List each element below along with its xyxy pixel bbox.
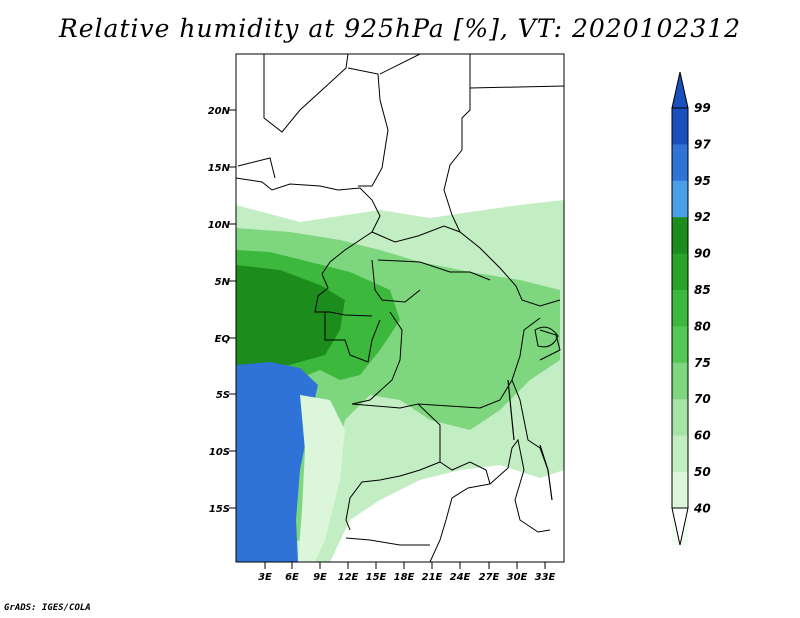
latitude-axis: 20N 15N 10N 5N EQ 5S 10S 15S — [208, 106, 236, 515]
colorbar-segment-97 — [672, 144, 688, 182]
colorbar-segment-95 — [672, 180, 688, 218]
colorbar-label-80: 80 — [694, 319, 711, 333]
lat-label-5n: 5N — [215, 277, 231, 288]
lon-label-6e: 6E — [285, 572, 299, 583]
lat-label-20n: 20N — [208, 106, 231, 117]
lon-label-18e: 18E — [394, 572, 415, 583]
colorbar-segment-99 — [672, 108, 688, 145]
lon-label-12e: 12E — [338, 572, 359, 583]
colorbar-label-97: 97 — [694, 137, 711, 151]
colorbar-label-99: 99 — [694, 101, 711, 115]
lat-label-10s: 10S — [209, 447, 230, 458]
lon-label-27e: 27E — [479, 572, 500, 583]
colorbar-segment-85 — [672, 290, 688, 327]
colorbar-segment-92 — [672, 217, 688, 255]
colorbar-label-60: 60 — [694, 429, 711, 443]
colorbar-label-75: 75 — [694, 356, 711, 370]
colorbar-label-92: 92 — [694, 210, 711, 224]
lat-label-15n: 15N — [208, 163, 231, 174]
colorbar-segments — [672, 108, 688, 546]
colorbar-segment-75 — [672, 362, 688, 400]
colorbar-segment-80 — [672, 326, 688, 364]
colorbar-label-50: 50 — [694, 465, 711, 479]
colorbar-label-70: 70 — [694, 392, 711, 406]
map-title: Relative humidity at 925hPa [%], VT: 202… — [58, 14, 742, 43]
lon-label-9e: 9E — [313, 572, 327, 583]
lon-label-30e: 30E — [507, 572, 528, 583]
colorbar-segment-90 — [672, 253, 688, 291]
longitude-axis: 3E 6E 9E 12E 15E 18E 21E 24E 27E 30E 33E — [258, 562, 556, 583]
colorbar-label-40: 40 — [693, 501, 711, 515]
lat-label-10n: 10N — [208, 220, 231, 231]
colorbar-segment-60 — [672, 435, 688, 473]
lon-label-24e: 24E — [450, 572, 471, 583]
humidity-97-ocean-region — [236, 362, 318, 562]
lat-label-5s: 5S — [216, 390, 230, 401]
country-borders — [236, 54, 564, 562]
grads-credit: GrADS: IGES/COLA — [4, 603, 91, 613]
humidity-90-region — [236, 265, 345, 372]
colorbar-labels: 99 97 95 92 90 85 80 75 70 60 50 40 — [693, 101, 711, 515]
colorbar-label-95: 95 — [694, 174, 711, 188]
lake-tanganyika — [507, 379, 515, 441]
colorbar-segment-50 — [672, 472, 688, 509]
lon-label-3e: 3E — [258, 572, 272, 583]
lon-label-33e: 33E — [535, 572, 556, 583]
map-panel — [236, 54, 564, 562]
lat-label-15s: 15S — [209, 504, 230, 515]
colorbar-segment-70 — [672, 399, 688, 437]
lake-victoria — [534, 326, 559, 348]
lon-label-21e: 21E — [422, 572, 443, 583]
lon-label-15e: 15E — [366, 572, 387, 583]
map-frame — [235, 53, 565, 563]
humidity-60-coast-strip — [298, 395, 345, 562]
colorbar-label-90: 90 — [694, 247, 711, 261]
lake-malawi — [539, 444, 553, 501]
colorbar-top-arrow — [671, 71, 689, 109]
lat-label-eq: EQ — [215, 334, 231, 345]
colorbar: 99 97 95 92 90 85 80 75 70 60 50 40 — [671, 71, 711, 546]
colorbar-label-85: 85 — [694, 283, 711, 297]
